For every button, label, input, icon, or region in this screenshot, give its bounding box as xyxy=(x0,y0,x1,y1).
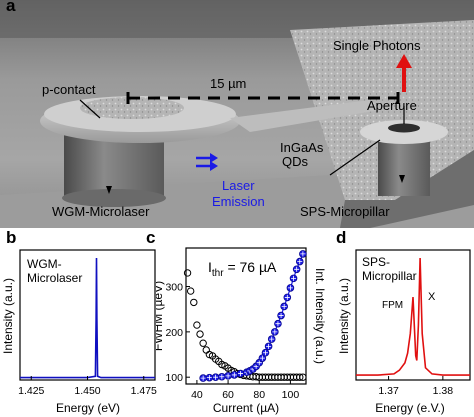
chart-c-intensity-marker-star xyxy=(300,251,306,257)
ingaas-label-line2: QDs xyxy=(282,154,308,169)
chart-d-ylabel: Intensity (a.u.) xyxy=(337,278,351,354)
chart-d-xlabel: Energy (e.V.) xyxy=(375,401,445,415)
chart-c-intensity-marker-star xyxy=(213,374,219,380)
chart-b-legend-line1: WGM- xyxy=(27,257,62,271)
chart-c-fwhm-point xyxy=(183,269,192,277)
ingaas-label-line1: InGaAs xyxy=(280,140,324,155)
chart-d-xticks: 1.37 1.38 xyxy=(378,376,453,397)
chart-b-ylabel: Intensity (a.u.) xyxy=(1,278,15,354)
chart-c-intensity-marker-star xyxy=(275,321,281,327)
chart-c-ylabel: FWHM (µeV) xyxy=(156,281,165,351)
chart-d-legend-line2: Micropillar xyxy=(362,269,417,283)
panel-letter-c: c xyxy=(146,228,156,247)
chart-c-fwhm-point xyxy=(196,330,204,338)
chart-c-intensity-marker-star xyxy=(272,329,278,335)
chart-b: 1.425 1.450 1.475 Energy (eV) Intensity (a… xyxy=(1,249,157,415)
chart-d: 1.37 1.38 Energy (e.V.) Intensity (a.u.) … xyxy=(337,249,471,415)
chart-b-xtick-label: 1.425 xyxy=(18,385,44,397)
panel-letter-d: d xyxy=(336,228,347,247)
chart-c-intensity-marker-star xyxy=(291,275,297,281)
chart-c-intensity-marker-star xyxy=(256,360,262,366)
chart-c-intensity-marker-star xyxy=(231,372,237,378)
chart-c-intensity-marker-star xyxy=(206,375,212,381)
chart-c-fwhm-point xyxy=(190,298,198,307)
chart-c-intensity-marker-star xyxy=(281,303,287,309)
chart-d-legend-line1: SPS- xyxy=(362,255,390,269)
chart-c-frame xyxy=(185,247,307,385)
chart-c-fwhm-point xyxy=(299,373,307,381)
chart-d-xtick-label: 1.38 xyxy=(433,385,454,397)
chart-c-xtick-label: 40 xyxy=(191,389,203,401)
chart-c-intensity-marker-star xyxy=(259,355,265,361)
chart-c-xtick-label: 80 xyxy=(253,389,265,401)
panel-letter-a: a xyxy=(6,0,16,15)
chart-c-intensity-marker-star xyxy=(200,375,206,381)
chart-b-xtick-label: 1.475 xyxy=(131,385,157,397)
sps-micropillar-label: SPS-Micropillar xyxy=(300,204,390,219)
chart-c-ytick-label: 100 xyxy=(165,372,183,384)
chart-c-intensity-marker-star xyxy=(284,294,290,300)
chart-c-fwhm-point xyxy=(199,339,207,347)
chart-c-xtick-label: 100 xyxy=(282,389,300,401)
panel-letter-b: b xyxy=(6,228,17,247)
laser-emission-arrows xyxy=(196,153,218,171)
chart-c-fwhm-point xyxy=(186,287,195,295)
chart-b-legend-line2: Microlaser xyxy=(27,271,82,285)
chart-b-xlabel: Energy (eV) xyxy=(56,401,120,415)
chart-b-series-line xyxy=(20,257,155,379)
chart-d-series-line xyxy=(356,257,470,376)
laser-label-line2: Emission xyxy=(212,194,265,209)
scale-label: 15 µm xyxy=(210,76,247,91)
sem-image xyxy=(0,0,474,228)
chart-c-fwhm-point xyxy=(193,321,201,329)
chart-d-peak-fpm-label: FPM xyxy=(382,300,403,311)
chart-c-xtick-label: 60 xyxy=(222,389,234,401)
chart-c-ylabel-right: Int. Intensity (a.u.) xyxy=(313,268,326,364)
chart-c-intensity-marker-star xyxy=(297,259,303,265)
chart-c-xlabel: Current (µA) xyxy=(213,401,279,415)
chart-c-ithr-label: Ithr = 76 µA xyxy=(208,259,277,279)
chart-c: 40 60 80 100 100 200 300 Current (µA) FWHM (µ… xyxy=(156,247,326,415)
chart-c-intensity-marker-star xyxy=(219,374,225,380)
chart-c-fwhm-point xyxy=(296,373,304,381)
chart-d-peak-x-label: X xyxy=(428,291,436,303)
chart-c-intensity-marker-star xyxy=(266,343,272,349)
chart-c-intensity-marker-star xyxy=(238,371,244,377)
aperture-label: Aperture xyxy=(367,98,417,113)
p-contact-label: p-contact xyxy=(42,82,96,97)
chart-d-frame xyxy=(355,249,471,381)
chart-c-ytick-label: 200 xyxy=(165,327,183,339)
chart-c-intensity-marker-star xyxy=(287,285,293,291)
chart-c-intensity-marker-star xyxy=(278,313,284,319)
sem-image-panel-a: a 15 µm Single Photons Aperture p-contac… xyxy=(0,0,474,228)
chart-b-xticks: 1.425 1.450 1.475 xyxy=(18,376,157,397)
chart-c-xticks: 40 60 80 100 xyxy=(191,380,299,401)
chart-d-xtick-label: 1.37 xyxy=(378,385,399,397)
chart-c-points xyxy=(183,250,307,382)
chart-c-intensity-marker-star xyxy=(262,350,268,356)
chart-c-intensity-marker-star xyxy=(294,266,300,272)
chart-c-yticks: 100 200 300 xyxy=(165,282,190,384)
chart-c-intensity-marker-star xyxy=(269,336,275,342)
chart-c-intensity-marker-star xyxy=(225,373,231,379)
chart-b-xtick-label: 1.450 xyxy=(74,385,100,397)
chart-c-fwhm-point xyxy=(202,346,210,354)
wgm-microlaser-label: WGM-Microlaser xyxy=(52,204,150,219)
single-photons-label: Single Photons xyxy=(333,38,421,53)
laser-label-line1: Laser xyxy=(222,178,255,193)
chart-c-ytick-label: 300 xyxy=(165,282,183,294)
